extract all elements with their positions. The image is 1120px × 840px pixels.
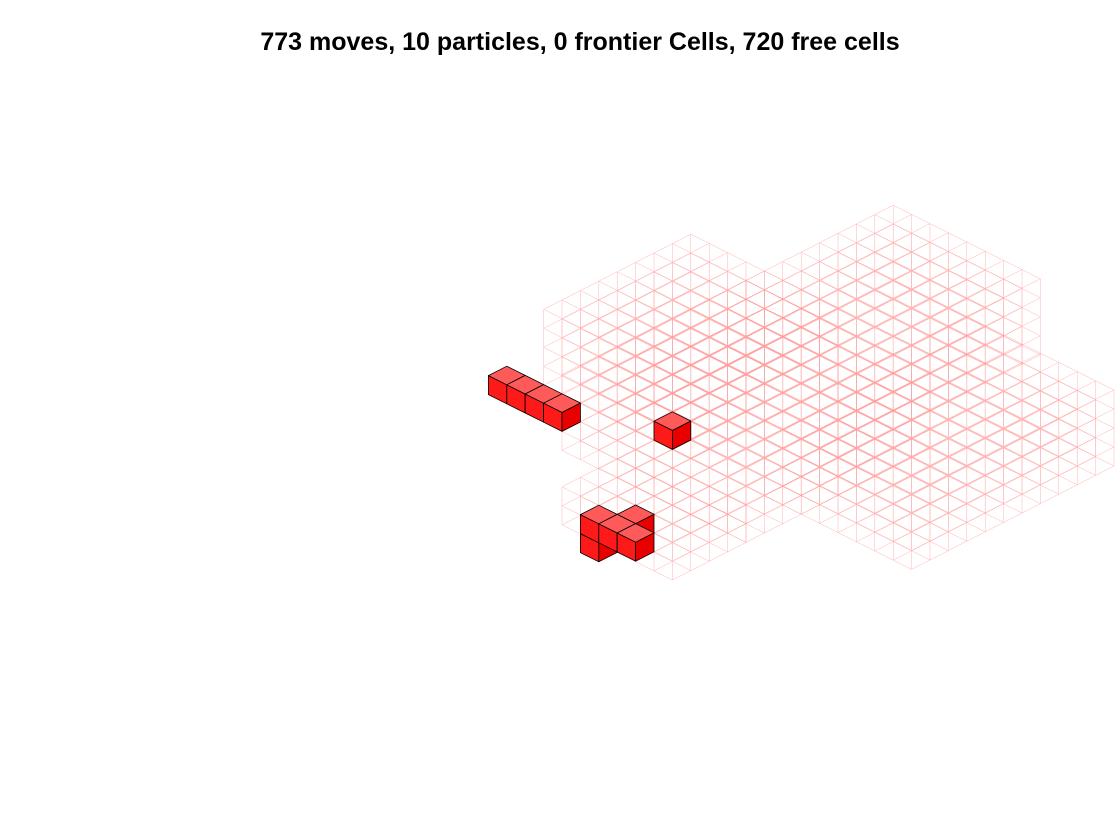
grid-line [856,419,1058,522]
grid-line [893,438,1095,541]
grid-line [912,447,1114,550]
grid-line [912,466,1114,569]
grid-line [875,429,1077,532]
grid-line [875,448,1077,551]
grid-line [893,457,1095,560]
grid-line [856,438,1058,541]
